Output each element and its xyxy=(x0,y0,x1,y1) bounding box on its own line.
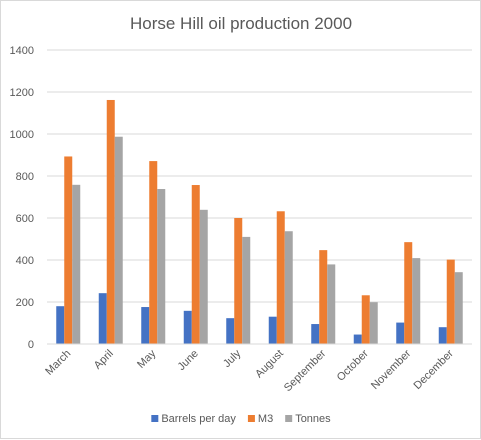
bar-m3-december xyxy=(446,259,455,344)
legend-swatch-tonnes xyxy=(285,415,293,422)
y-tick-label: 0 xyxy=(28,339,34,351)
x-category-label: May xyxy=(135,347,159,371)
y-tick-label: 200 xyxy=(16,297,34,309)
legend-label-barrels-per-day: Barrels per day xyxy=(161,413,236,425)
y-tick-label: 400 xyxy=(16,255,34,267)
bar-m3-august xyxy=(276,211,285,344)
legend-label-m3: M3 xyxy=(258,413,273,425)
bar-tonnes-august xyxy=(284,231,293,344)
bar-m3-july xyxy=(234,218,243,344)
legend-swatch-m3 xyxy=(247,415,255,422)
bar-barrels-per-day-october xyxy=(353,334,362,344)
x-category-label: March xyxy=(43,348,73,378)
bar-barrels-per-day-june xyxy=(183,310,192,344)
bar-m3-may xyxy=(149,161,158,344)
x-category-label: December xyxy=(412,347,457,392)
x-category-label: June xyxy=(176,348,201,373)
legend-label-tonnes: Tonnes xyxy=(295,413,331,425)
x-category-label: April xyxy=(92,348,116,372)
bar-tonnes-december xyxy=(454,272,463,344)
bar-tonnes-june xyxy=(199,209,208,344)
x-category-label: November xyxy=(369,347,414,392)
bar-m3-september xyxy=(319,250,328,344)
bar-barrels-per-day-august xyxy=(268,316,277,344)
legend-swatch-barrels-per-day xyxy=(151,415,159,422)
bar-m3-november xyxy=(404,242,413,344)
bar-m3-march xyxy=(64,156,73,344)
y-tick-label: 800 xyxy=(16,171,34,183)
chart-title: Horse Hill oil production 2000 xyxy=(130,14,352,33)
bar-tonnes-november xyxy=(412,258,421,344)
x-category-label: September xyxy=(282,347,329,394)
y-tick-label: 1200 xyxy=(10,87,34,99)
bar-m3-april xyxy=(106,99,115,344)
bar-m3-october xyxy=(361,295,370,344)
y-axis-ticks: 0 200 400 600 800 1000 1200 1400 xyxy=(10,45,34,351)
x-category-label: July xyxy=(221,347,244,370)
bar-barrels-per-day-november xyxy=(396,322,405,344)
legend: Barrels per day M3 Tonnes xyxy=(151,413,331,425)
bar-barrels-per-day-march xyxy=(56,306,65,344)
bar-barrels-per-day-may xyxy=(141,307,150,344)
y-tick-label: 1000 xyxy=(10,129,34,141)
y-tick-label: 1400 xyxy=(10,45,34,57)
bar-tonnes-march xyxy=(72,184,81,344)
bar-barrels-per-day-april xyxy=(98,293,107,344)
x-category-label: August xyxy=(253,348,286,381)
bar-barrels-per-day-july xyxy=(226,318,235,344)
bars xyxy=(56,99,463,344)
bar-barrels-per-day-september xyxy=(311,324,320,344)
bar-m3-june xyxy=(191,185,200,344)
bar-tonnes-september xyxy=(327,264,336,344)
bar-tonnes-october xyxy=(369,302,378,344)
bar-tonnes-april xyxy=(114,136,123,344)
x-category-label: October xyxy=(335,347,371,383)
bar-tonnes-july xyxy=(242,236,251,344)
y-tick-label: 600 xyxy=(16,213,34,225)
bar-barrels-per-day-december xyxy=(438,327,447,344)
bar-tonnes-may xyxy=(157,189,166,344)
